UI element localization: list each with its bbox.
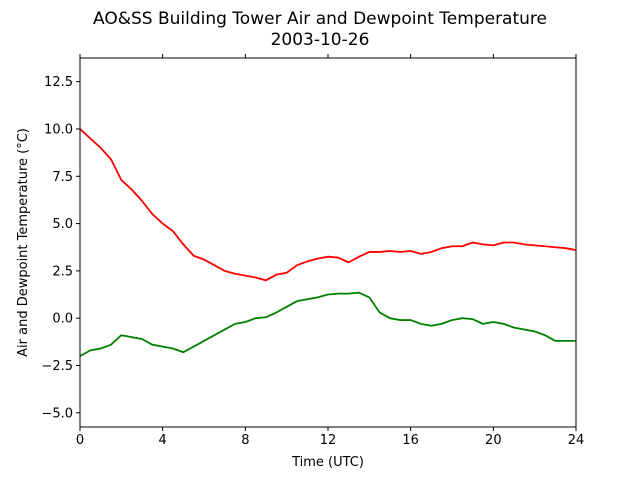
x-tick-label: 4 [159, 433, 167, 448]
x-axis: 0 4 8 12 16 20 24 [76, 54, 584, 448]
x-tick-label: 12 [320, 433, 337, 448]
series-lines [79, 128, 577, 357]
y-tick-label: 7.5 [52, 170, 73, 185]
x-axis-label: Time (UTC) [291, 455, 364, 470]
chart-subtitle: 2003-10-26 [271, 30, 370, 50]
y-axis-label: Air and Dewpoint Temperature (°C) [16, 128, 31, 357]
y-tick-label: −5.0 [41, 406, 73, 421]
chart-title: AO&SS Building Tower Air and Dewpoint Te… [93, 9, 547, 29]
x-tick-label: 20 [485, 433, 502, 448]
x-tick-label: 0 [76, 433, 84, 448]
series-line-0 [79, 128, 577, 282]
y-axis: −5.0 −2.5 0.0 2.5 5.0 7.5 10.0 12.5 [41, 75, 80, 421]
y-tick-label: 5.0 [52, 217, 73, 232]
series-line-1 [79, 291, 576, 357]
x-tick-label: 16 [402, 433, 419, 448]
x-tick-label: 8 [241, 433, 249, 448]
y-tick-label: 12.5 [44, 75, 73, 90]
y-tick-label: −2.5 [41, 359, 73, 374]
y-tick-label: 2.5 [52, 264, 73, 279]
x-tick-label: 24 [568, 433, 585, 448]
y-tick-label: 0.0 [52, 312, 73, 327]
y-tick-label: 10.0 [44, 122, 73, 137]
